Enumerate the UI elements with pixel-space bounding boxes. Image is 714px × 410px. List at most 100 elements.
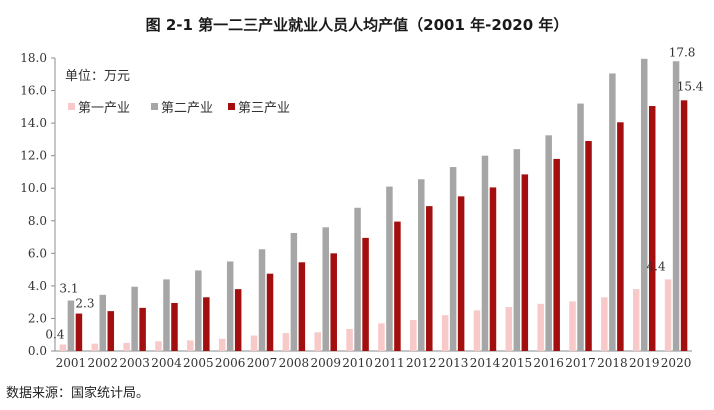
bar-series-1 [632, 289, 640, 351]
bar-series-2 [386, 186, 393, 351]
bar-series-3 [489, 187, 497, 351]
bar-series-2 [577, 103, 584, 351]
x-tick-label: 2005 [183, 356, 214, 370]
y-tick-label: 2.0 [28, 311, 47, 325]
legend-swatch [228, 103, 235, 110]
bar-series-3 [521, 174, 529, 351]
bar-series-1 [346, 329, 353, 351]
y-tick-label: 12.0 [20, 149, 47, 163]
bar-series-2 [195, 270, 202, 351]
legend-swatch [151, 103, 158, 110]
bar-series-1 [123, 342, 130, 351]
data-labels: 0.4 3.12.3 4.4 17.8 15.4 [45, 45, 703, 341]
bar-series-2 [163, 279, 170, 351]
data-label: 2.3 [75, 297, 94, 311]
unit-label: 单位：万元 [65, 69, 130, 84]
y-tick-label: 18.0 [20, 51, 47, 65]
x-tick-label: 2015 [502, 356, 533, 370]
bar-series-1 [537, 303, 544, 351]
x-tick-label: 2002 [88, 356, 119, 370]
bar-series-3 [457, 196, 465, 351]
y-tick-label: 16.0 [20, 84, 47, 98]
y-tick-label: 6.0 [28, 246, 47, 260]
bar-series-1 [218, 338, 226, 351]
bar-series-2 [290, 232, 298, 351]
y-tick-label: 10.0 [20, 181, 47, 195]
bar-series-1 [473, 310, 481, 351]
chart-title: 图 2-1 第一二三产业就业人员人均产值（2001 年-2020 年） [145, 16, 569, 34]
bar-series-1 [187, 340, 194, 351]
data-label: 17.8 [669, 45, 696, 59]
x-tick-label: 2008 [279, 356, 310, 370]
bar-series-1 [505, 307, 513, 351]
legend: 第一产业 第二产业 第三产业 [68, 101, 290, 116]
bar-series-1 [601, 297, 608, 351]
bar-series-2 [322, 227, 329, 351]
x-tick-label: 2004 [151, 356, 182, 370]
x-tick-label: 2016 [533, 356, 564, 370]
bar-series-3 [394, 221, 401, 351]
bar-series-3 [298, 262, 306, 351]
x-tick-label: 2017 [565, 356, 596, 370]
data-label: 3.1 [59, 282, 78, 296]
bar-series-3 [266, 273, 274, 351]
y-tick-label: 0.0 [28, 344, 47, 358]
data-source-note: 数据来源：国家统计局。 [6, 386, 150, 401]
bar-series-2 [418, 179, 425, 351]
x-tick-label: 2006 [215, 356, 246, 370]
x-tick-label: 2010 [342, 356, 373, 370]
bar-series-1 [91, 343, 99, 351]
bar-series-3 [203, 297, 210, 351]
bar-series-2 [258, 249, 266, 351]
x-tick-label: 2003 [119, 356, 150, 370]
data-label: 0.4 [45, 327, 64, 341]
bar-series-1 [314, 332, 321, 351]
y-axis: 0.0 2.0 4.0 6.0 8.0 10.0 12.0 14.0 16.0 18.0 [20, 51, 56, 358]
bar-series-3 [234, 289, 242, 351]
bar-series-2 [545, 135, 552, 351]
bar-series-2 [481, 155, 489, 351]
bar-series-2 [354, 207, 361, 351]
bar-series-3 [426, 206, 433, 351]
bar-series-2 [226, 261, 234, 351]
bar-series-1 [378, 323, 385, 351]
y-tick-label: 8.0 [28, 214, 47, 228]
bar-series-3 [617, 122, 624, 351]
bar-series-2 [449, 167, 457, 351]
bar-series-3 [139, 307, 146, 351]
bar-series-2 [131, 286, 138, 351]
legend-label: 第一产业 [78, 101, 130, 116]
bar-series-3 [553, 158, 560, 351]
y-tick-label: 14.0 [20, 116, 47, 130]
y-tick-label: 4.0 [28, 279, 47, 293]
x-tick-label: 2011 [374, 356, 405, 370]
x-tick-label: 2013 [438, 356, 469, 370]
bar-series-1 [410, 320, 417, 351]
bar-series-3 [585, 141, 592, 351]
legend-label: 第二产业 [161, 101, 213, 116]
x-tick-label: 2019 [629, 356, 660, 370]
bar-series-3 [680, 100, 688, 351]
x-tick-label: 2014 [470, 356, 501, 370]
bar-series-2 [609, 73, 616, 351]
legend-label: 第三产业 [238, 101, 290, 116]
x-tick-label: 2007 [247, 356, 278, 370]
x-tick-label: 2009 [310, 356, 341, 370]
x-axis: 2001 2002 2003 2004 2005 2006 2007 2008 2009 2010… [55, 350, 692, 370]
x-tick-label: 2020 [661, 356, 692, 370]
x-tick-label: 2001 [56, 356, 87, 370]
bar-series-1 [59, 344, 67, 351]
bar-series-3 [330, 253, 337, 351]
bar-series-1 [250, 335, 258, 351]
bar-series-3 [648, 106, 656, 352]
legend-swatch [68, 103, 75, 110]
data-label: 4.4 [647, 259, 666, 273]
bar-series-3 [171, 302, 178, 351]
bar-series-2 [672, 61, 680, 351]
bar-series-2 [513, 149, 521, 351]
bar-series-1 [282, 333, 290, 351]
data-label: 15.4 [677, 79, 704, 93]
bar-series-3 [75, 313, 83, 351]
bar-series-1 [441, 315, 449, 351]
